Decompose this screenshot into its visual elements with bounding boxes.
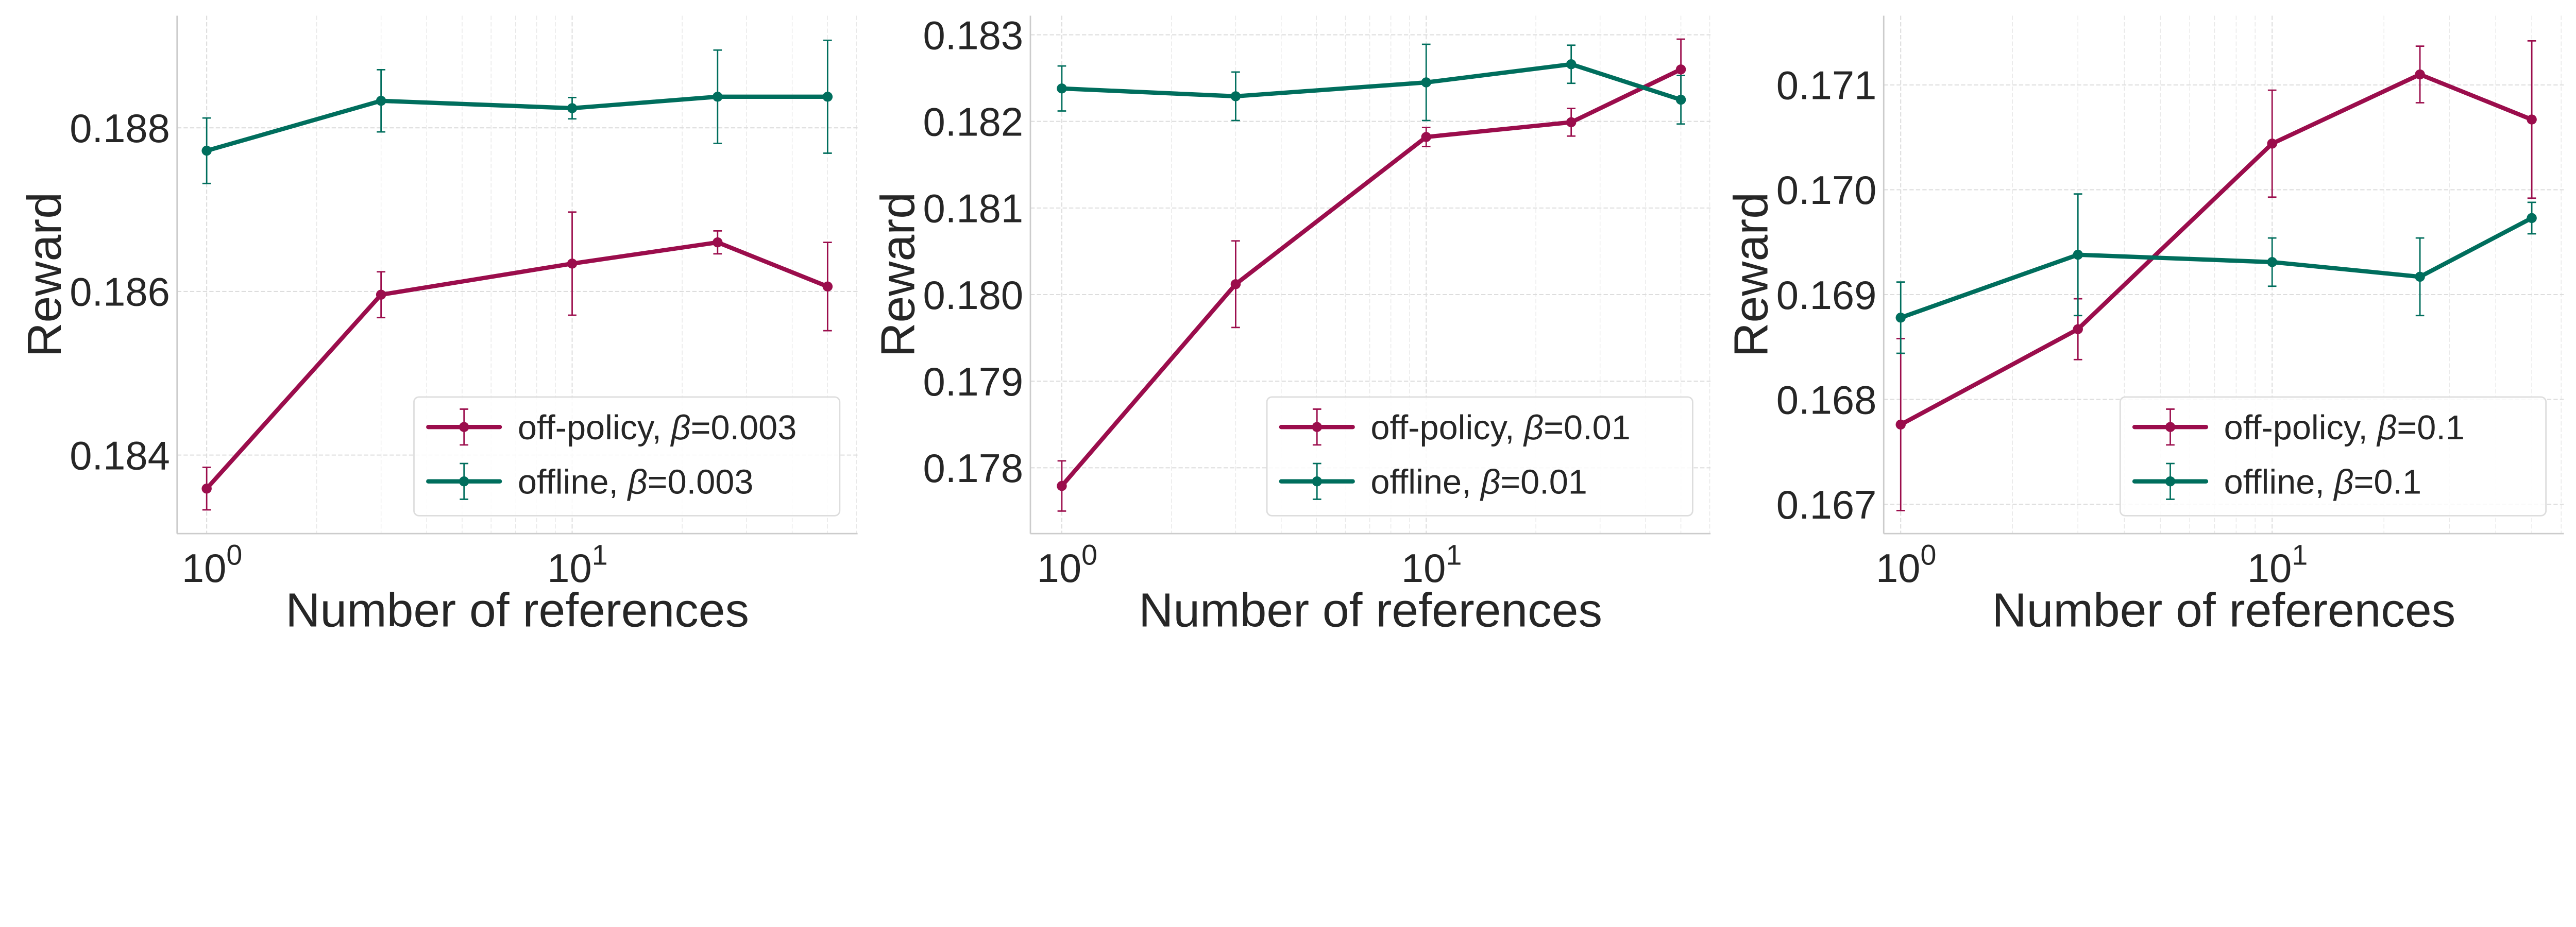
data-point xyxy=(1895,419,1906,430)
legend-entry-offline: offline, β=0.01 xyxy=(1279,462,1587,501)
legend-entry-offline: offline, β=0.003 xyxy=(426,462,754,501)
legend: off-policy, β=0.003 offline, β=0.003 xyxy=(413,396,841,517)
data-point xyxy=(2073,249,2083,260)
series-offline xyxy=(201,39,833,184)
series-line xyxy=(1900,72,2533,427)
legend-label: offline, β=0.003 xyxy=(518,463,754,501)
data-point xyxy=(2415,271,2425,282)
data-point xyxy=(1675,64,1686,75)
y-tick-label: 0.179 xyxy=(923,360,1024,404)
y-axis-label: Reward xyxy=(18,192,71,357)
legend-marker xyxy=(2165,476,2176,487)
legend-label: off-policy, β=0.01 xyxy=(1370,409,1630,447)
legend-label: off-policy, β=0.1 xyxy=(2224,409,2465,447)
x-tick-label: 100 xyxy=(1037,539,1097,591)
legend-label: offline, β=0.1 xyxy=(2224,463,2421,501)
data-point xyxy=(2527,213,2537,224)
data-point xyxy=(376,96,386,106)
data-point xyxy=(567,259,578,269)
data-point xyxy=(2267,257,2277,267)
series-off-policy xyxy=(1057,38,1686,512)
data-point xyxy=(1675,94,1686,105)
legend-frame xyxy=(2119,396,2547,517)
y-tick-label: 0.168 xyxy=(1776,378,1877,422)
x-tick-label: 101 xyxy=(1401,539,1462,591)
y-tick-label: 0.186 xyxy=(70,270,170,315)
y-tick-label: 0.169 xyxy=(1776,273,1877,318)
x-tick-label: 100 xyxy=(182,539,242,591)
legend-marker xyxy=(459,476,469,487)
legend-marker xyxy=(1312,476,1322,487)
data-point xyxy=(1421,77,1431,88)
data-point xyxy=(713,237,723,248)
series-off-policy xyxy=(1895,40,2537,511)
series-offline xyxy=(1895,193,2537,354)
legend-label: offline, β=0.01 xyxy=(1370,463,1587,501)
series-line xyxy=(206,94,828,153)
legend-frame xyxy=(1266,396,1693,517)
x-tick-label: 100 xyxy=(1876,539,1936,591)
data-point xyxy=(376,289,386,300)
y-tick-label: 0.188 xyxy=(70,107,170,151)
data-point xyxy=(1421,132,1431,142)
y-tick-label: 0.171 xyxy=(1776,64,1877,108)
legend-label: off-policy, β=0.003 xyxy=(518,409,796,447)
chart-panel-2: 0.178 0.179 0.180 0.181 0.182 0.183 100 101Numb… xyxy=(871,13,1711,637)
y-axis-label: Reward xyxy=(871,192,924,357)
data-point xyxy=(1230,279,1241,289)
y-tick-label: 0.181 xyxy=(923,187,1024,231)
x-axis-label: Number of references xyxy=(285,583,749,637)
series-off-policy xyxy=(201,211,833,511)
legend-entry-offline: offline, β=0.1 xyxy=(2132,462,2421,501)
data-point xyxy=(201,145,212,156)
y-tick-label: 0.182 xyxy=(923,100,1024,144)
y-tick-label: 0.184 xyxy=(70,434,170,478)
data-point xyxy=(2267,139,2277,149)
legend-marker xyxy=(1312,422,1322,432)
x-tick-label: 101 xyxy=(547,539,607,591)
data-point xyxy=(1057,83,1067,94)
data-point xyxy=(2527,114,2537,125)
x-axis-label: Number of references xyxy=(1139,583,1602,637)
legend-marker xyxy=(459,422,469,432)
y-tick-label: 0.183 xyxy=(923,13,1024,58)
legend: off-policy, β=0.1 offline, β=0.1 xyxy=(2119,396,2547,517)
data-point xyxy=(822,92,833,102)
data-point xyxy=(822,281,833,292)
y-tick-label: 0.167 xyxy=(1776,483,1877,527)
data-point xyxy=(713,92,723,102)
series-line xyxy=(1900,216,2533,320)
y-tick-label: 0.170 xyxy=(1776,168,1877,213)
y-tick-label: 0.178 xyxy=(923,447,1024,491)
x-tick-label: 101 xyxy=(2247,539,2308,591)
y-axis-label: Reward xyxy=(1724,192,1778,357)
series-offline xyxy=(1057,43,1686,125)
data-point xyxy=(1895,313,1906,323)
legend: off-policy, β=0.01 offline, β=0.01 xyxy=(1266,396,1693,517)
legend-marker xyxy=(2165,422,2176,432)
data-point xyxy=(1230,91,1241,101)
data-point xyxy=(2073,324,2083,334)
data-point xyxy=(1057,480,1067,491)
data-point xyxy=(1566,117,1577,128)
data-point xyxy=(2415,69,2425,80)
data-point xyxy=(201,484,212,494)
y-tick-label: 0.180 xyxy=(923,273,1024,318)
series-line xyxy=(1061,62,1682,102)
legend-frame xyxy=(413,396,841,517)
legend-entry-off-policy: off-policy, β=0.01 xyxy=(1279,408,1631,447)
data-point xyxy=(1566,59,1577,70)
legend-entry-off-policy: off-policy, β=0.003 xyxy=(426,408,796,447)
x-axis-label: Number of references xyxy=(1992,583,2455,637)
data-point xyxy=(567,103,578,113)
legend-entry-off-policy: off-policy, β=0.1 xyxy=(2132,408,2465,447)
